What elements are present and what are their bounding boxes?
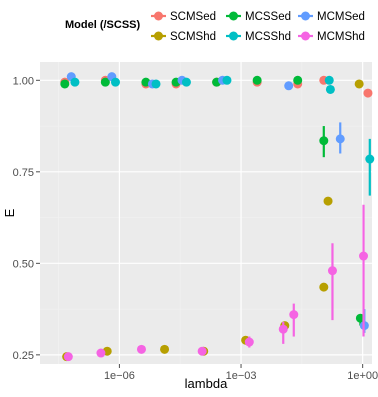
legend-entry-SCMSed: SCMSed (151, 11, 216, 23)
data-point (151, 79, 161, 89)
x-tick-label: 1e+00 (347, 370, 378, 382)
series-MCMShd (63, 204, 369, 362)
data-point (363, 88, 373, 98)
data-point (160, 344, 170, 354)
legend-key-dot (229, 31, 238, 41)
data-point (359, 251, 369, 261)
legend-label: MCMShd (317, 31, 365, 43)
data-point (278, 324, 288, 334)
data-point (365, 154, 375, 164)
data-point (222, 75, 232, 85)
legend: Model (/SCSS) SCMSed MCSSed MCMSed SCMShd MC… (65, 11, 365, 43)
legend-entry-MCSShd: MCSShd (226, 31, 291, 43)
data-point (323, 196, 333, 206)
legend-label: MCSShd (245, 31, 291, 43)
data-point (100, 77, 110, 87)
data-point (289, 310, 299, 320)
x-tick-label: 1e−06 (104, 370, 135, 382)
legend-label: SCMShd (170, 31, 216, 43)
data-point (181, 77, 191, 87)
series-MCSShd (70, 75, 375, 196)
legend-label: MCSSed (245, 11, 291, 23)
y-tick-label: 0.50 (13, 258, 34, 270)
data-point (96, 348, 106, 358)
legend-label: MCMSed (317, 11, 365, 23)
plot-panel (40, 62, 372, 364)
data-point (136, 344, 146, 354)
data-point (293, 75, 303, 85)
data-point (319, 282, 329, 292)
legend-key-dot (154, 11, 163, 21)
x-axis-title: lambda (185, 376, 228, 391)
series-layer (60, 72, 375, 362)
data-point (63, 352, 73, 362)
data-point (197, 346, 207, 356)
legend-key-dot (154, 31, 163, 41)
y-tick-label: 0.75 (13, 167, 34, 179)
legend-key-dot (301, 11, 310, 21)
legend-label: SCMSed (170, 11, 216, 23)
y-tick-label: 0.25 (13, 350, 34, 362)
y-axis-title: E (2, 208, 17, 217)
data-point (244, 337, 254, 347)
series-MCSSed (60, 75, 365, 326)
data-point (324, 75, 334, 85)
legend-key-dot (301, 31, 310, 41)
data-point (335, 134, 345, 144)
x-tick-label: 1e−03 (226, 370, 257, 382)
data-point (252, 75, 262, 85)
legend-entry-SCMShd: SCMShd (151, 31, 216, 43)
axes-layer: 1e−06 1e−03 1e+00 0.25 0.50 0.75 1.00 (13, 75, 378, 382)
data-point (70, 77, 80, 87)
legend-entry-MCMShd: MCMShd (298, 31, 365, 43)
legend-title: Model (/SCSS) (65, 19, 141, 31)
data-point (325, 84, 335, 94)
legend-entry-MCSSed: MCSSed (226, 11, 291, 23)
legend-entry-MCMSed: MCMSed (298, 11, 365, 23)
data-point (110, 77, 120, 87)
data-point (354, 79, 364, 89)
y-tick-label: 1.00 (13, 75, 34, 87)
data-point (319, 136, 329, 146)
data-point (327, 266, 337, 276)
data-point (284, 81, 294, 91)
data-point (60, 79, 70, 89)
legend-key-dot (229, 11, 238, 21)
